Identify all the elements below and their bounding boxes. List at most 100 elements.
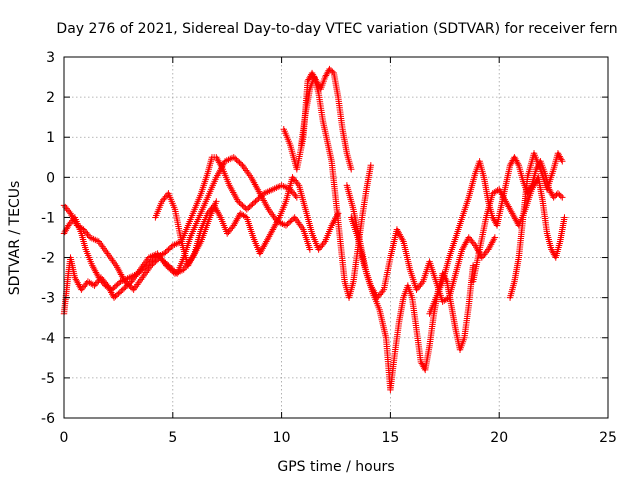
data-point-interp: [253, 196, 261, 204]
data-point-interp: [100, 277, 107, 285]
data-point-interp: [314, 87, 322, 95]
data-point: [293, 194, 301, 201]
data-point-interp: [118, 287, 125, 295]
data-point-interp: [123, 279, 130, 287]
data-point-interp: [237, 160, 245, 168]
data-point-interp: [391, 352, 398, 360]
data-point-interp: [82, 244, 89, 251]
y-tick-label: -4: [41, 331, 55, 347]
data-point: [559, 194, 566, 201]
data-point-interp: [399, 236, 406, 243]
y-tick-label: 0: [46, 170, 55, 186]
data-point-interp: [171, 267, 178, 275]
data-point: [308, 69, 316, 77]
data-point-interp: [301, 204, 309, 211]
data-point-interp: [240, 212, 247, 219]
data-point-interp: [184, 224, 191, 231]
data-point-interp: [413, 324, 420, 331]
data-point-interp: [170, 204, 178, 211]
data-point-interp: [510, 280, 518, 287]
data-point-interp: [549, 168, 557, 175]
data-point-interp: [227, 225, 235, 232]
data-point-interp: [124, 281, 132, 288]
data-point-interp: [339, 123, 346, 131]
data-point-interp: [275, 215, 282, 223]
data-point-interp: [238, 211, 246, 218]
data-point-interp: [152, 251, 160, 258]
data-point-interp: [205, 208, 213, 216]
data-point-interp: [114, 281, 121, 288]
data-point-interp: [367, 164, 374, 171]
data-point-interp: [502, 184, 509, 191]
data-point-interp: [514, 160, 522, 167]
data-point-interp: [111, 260, 119, 268]
data-point-interp: [306, 244, 313, 251]
data-point-interp: [186, 236, 193, 243]
data-point-interp: [488, 212, 496, 219]
data-point-interp: [247, 202, 255, 209]
data-point-interp: [231, 155, 239, 162]
data-point-interp: [327, 224, 335, 231]
data-point-interp: [288, 216, 295, 224]
x-tick-label: 10: [273, 430, 291, 446]
data-point-interp: [281, 200, 289, 207]
data-point-interp: [197, 228, 204, 235]
data-point: [559, 158, 566, 165]
data-point-interp: [169, 266, 176, 273]
data-point-interp: [471, 172, 478, 179]
data-point-interp: [80, 283, 88, 290]
data-point-interp: [515, 256, 522, 263]
data-point-interp: [233, 156, 240, 164]
data-point-interp: [465, 304, 472, 312]
data-point-interp: [239, 202, 246, 209]
y-tick-label: -1: [41, 210, 55, 226]
data-point-interp: [284, 220, 291, 228]
data-point-interp: [103, 280, 110, 288]
data-point-interp: [556, 191, 563, 198]
data-point-interp: [162, 193, 170, 200]
data-point-interp: [163, 261, 171, 268]
data-point-interp: [75, 223, 82, 230]
data-point-interp: [376, 291, 384, 298]
data-point-interp: [146, 264, 153, 271]
data-point-interp: [226, 227, 234, 234]
data-series: [348, 214, 499, 305]
data-point-interp: [306, 87, 313, 95]
data-point-interp: [483, 247, 491, 255]
data-point-interp: [557, 192, 565, 200]
data-point-interp: [497, 204, 505, 211]
data-point-interp: [160, 258, 168, 265]
data-point-interp: [555, 151, 563, 159]
data-point-interp: [414, 284, 422, 292]
data-series: [343, 182, 477, 394]
data-point-interp: [82, 281, 89, 289]
data-point-interp: [532, 168, 539, 175]
data-point-interp: [229, 223, 236, 231]
data-point-interp: [159, 257, 166, 264]
data-point-interp: [92, 280, 99, 288]
data-point-interp: [329, 68, 336, 75]
data-point: [554, 190, 562, 197]
data-point-interp: [112, 293, 119, 300]
data-point: [80, 226, 87, 233]
data-point-interp: [379, 288, 386, 295]
data-point-interp: [513, 158, 521, 166]
data-point-interp: [228, 154, 236, 162]
data-point-interp: [460, 336, 467, 343]
data-point-interp: [162, 249, 169, 256]
data-point-interp: [203, 196, 210, 203]
data-point-interp: [249, 232, 256, 239]
data-point-interp: [328, 156, 335, 163]
data-point-interp: [419, 361, 426, 369]
data-point-interp: [86, 279, 93, 286]
data-point-interp: [240, 203, 248, 210]
data-point-interp: [298, 224, 306, 231]
y-tick-label: 2: [46, 90, 55, 106]
plot-frame: [63, 56, 609, 419]
data-points: [60, 65, 568, 394]
y-tick-label: -6: [41, 411, 55, 427]
data-point-interp: [322, 72, 330, 79]
data-point-interp: [113, 291, 121, 299]
data-point-interp: [475, 248, 483, 255]
